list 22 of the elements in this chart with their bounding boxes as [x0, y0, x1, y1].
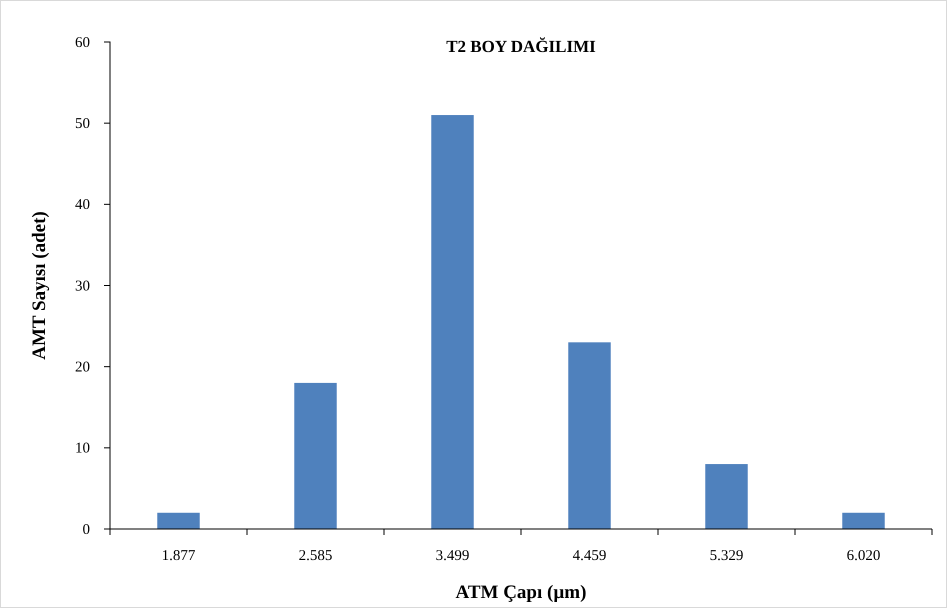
y-tick-label: 60: [75, 34, 90, 51]
bar: [294, 382, 337, 529]
bar: [431, 115, 474, 529]
y-tick-label: 10: [75, 440, 90, 457]
x-tick-label: 6.020: [846, 548, 880, 564]
x-tick-label: 3.499: [436, 548, 470, 564]
bar: [157, 512, 200, 529]
y-tick-label: 50: [75, 116, 90, 132]
y-tick-label: 20: [75, 359, 90, 376]
x-tick-label: 5.329: [710, 548, 744, 564]
chart-title: T2 BOY DAĞILIMI: [446, 37, 596, 56]
x-tick-label: 2.585: [298, 548, 332, 564]
y-tick-label: 30: [75, 278, 90, 294]
y-axis-title: AMT Sayısı (adet): [29, 211, 50, 360]
bar: [705, 464, 748, 529]
bar: [842, 512, 885, 529]
y-tick-label: 40: [75, 197, 90, 214]
x-axis-title: ATM Çapı (µm): [456, 582, 586, 603]
bar: [568, 342, 611, 529]
x-tick-label: 4.459: [572, 548, 606, 564]
y-tick-label: 0: [82, 522, 90, 538]
x-tick-label: 1.877: [162, 548, 196, 564]
